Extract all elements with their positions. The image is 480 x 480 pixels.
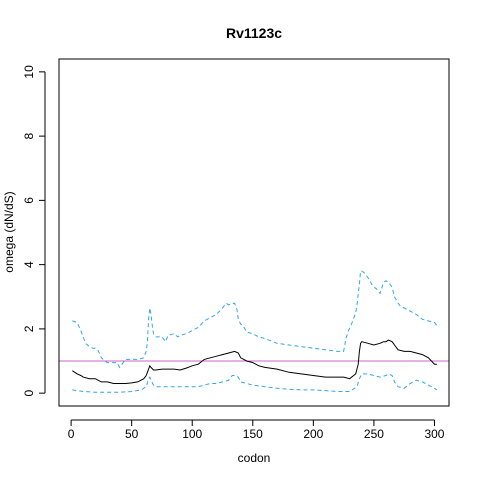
x-tick-label: 150 xyxy=(243,427,263,441)
x-tick-label: 100 xyxy=(182,427,202,441)
x-tick-label: 250 xyxy=(364,427,384,441)
plot-frame xyxy=(58,58,450,407)
y-tick-label: 4 xyxy=(22,261,36,268)
y-tick-label: 8 xyxy=(22,132,36,139)
x-tick-label: 300 xyxy=(424,427,444,441)
series-line-upper xyxy=(72,270,438,369)
y-axis-label: omega (dN/dS) xyxy=(2,191,16,272)
y-tick-label: 10 xyxy=(22,65,36,79)
y-tick-label: 0 xyxy=(22,389,36,396)
chart-title: Rv1123c xyxy=(226,25,282,41)
y-tick-label: 2 xyxy=(22,325,36,332)
series-line-lower xyxy=(72,373,438,393)
x-tick-label: 0 xyxy=(68,427,75,441)
x-tick-label: 200 xyxy=(303,427,323,441)
y-tick-label: 6 xyxy=(22,197,36,204)
series-line-estimate xyxy=(72,339,437,384)
series-layer xyxy=(72,270,438,393)
x-tick-label: 50 xyxy=(125,427,139,441)
axes-layer: 0 50 100 150 200 250 300 0 2 4 6 8 10 xyxy=(22,65,445,441)
x-axis-label: codon xyxy=(238,451,271,465)
